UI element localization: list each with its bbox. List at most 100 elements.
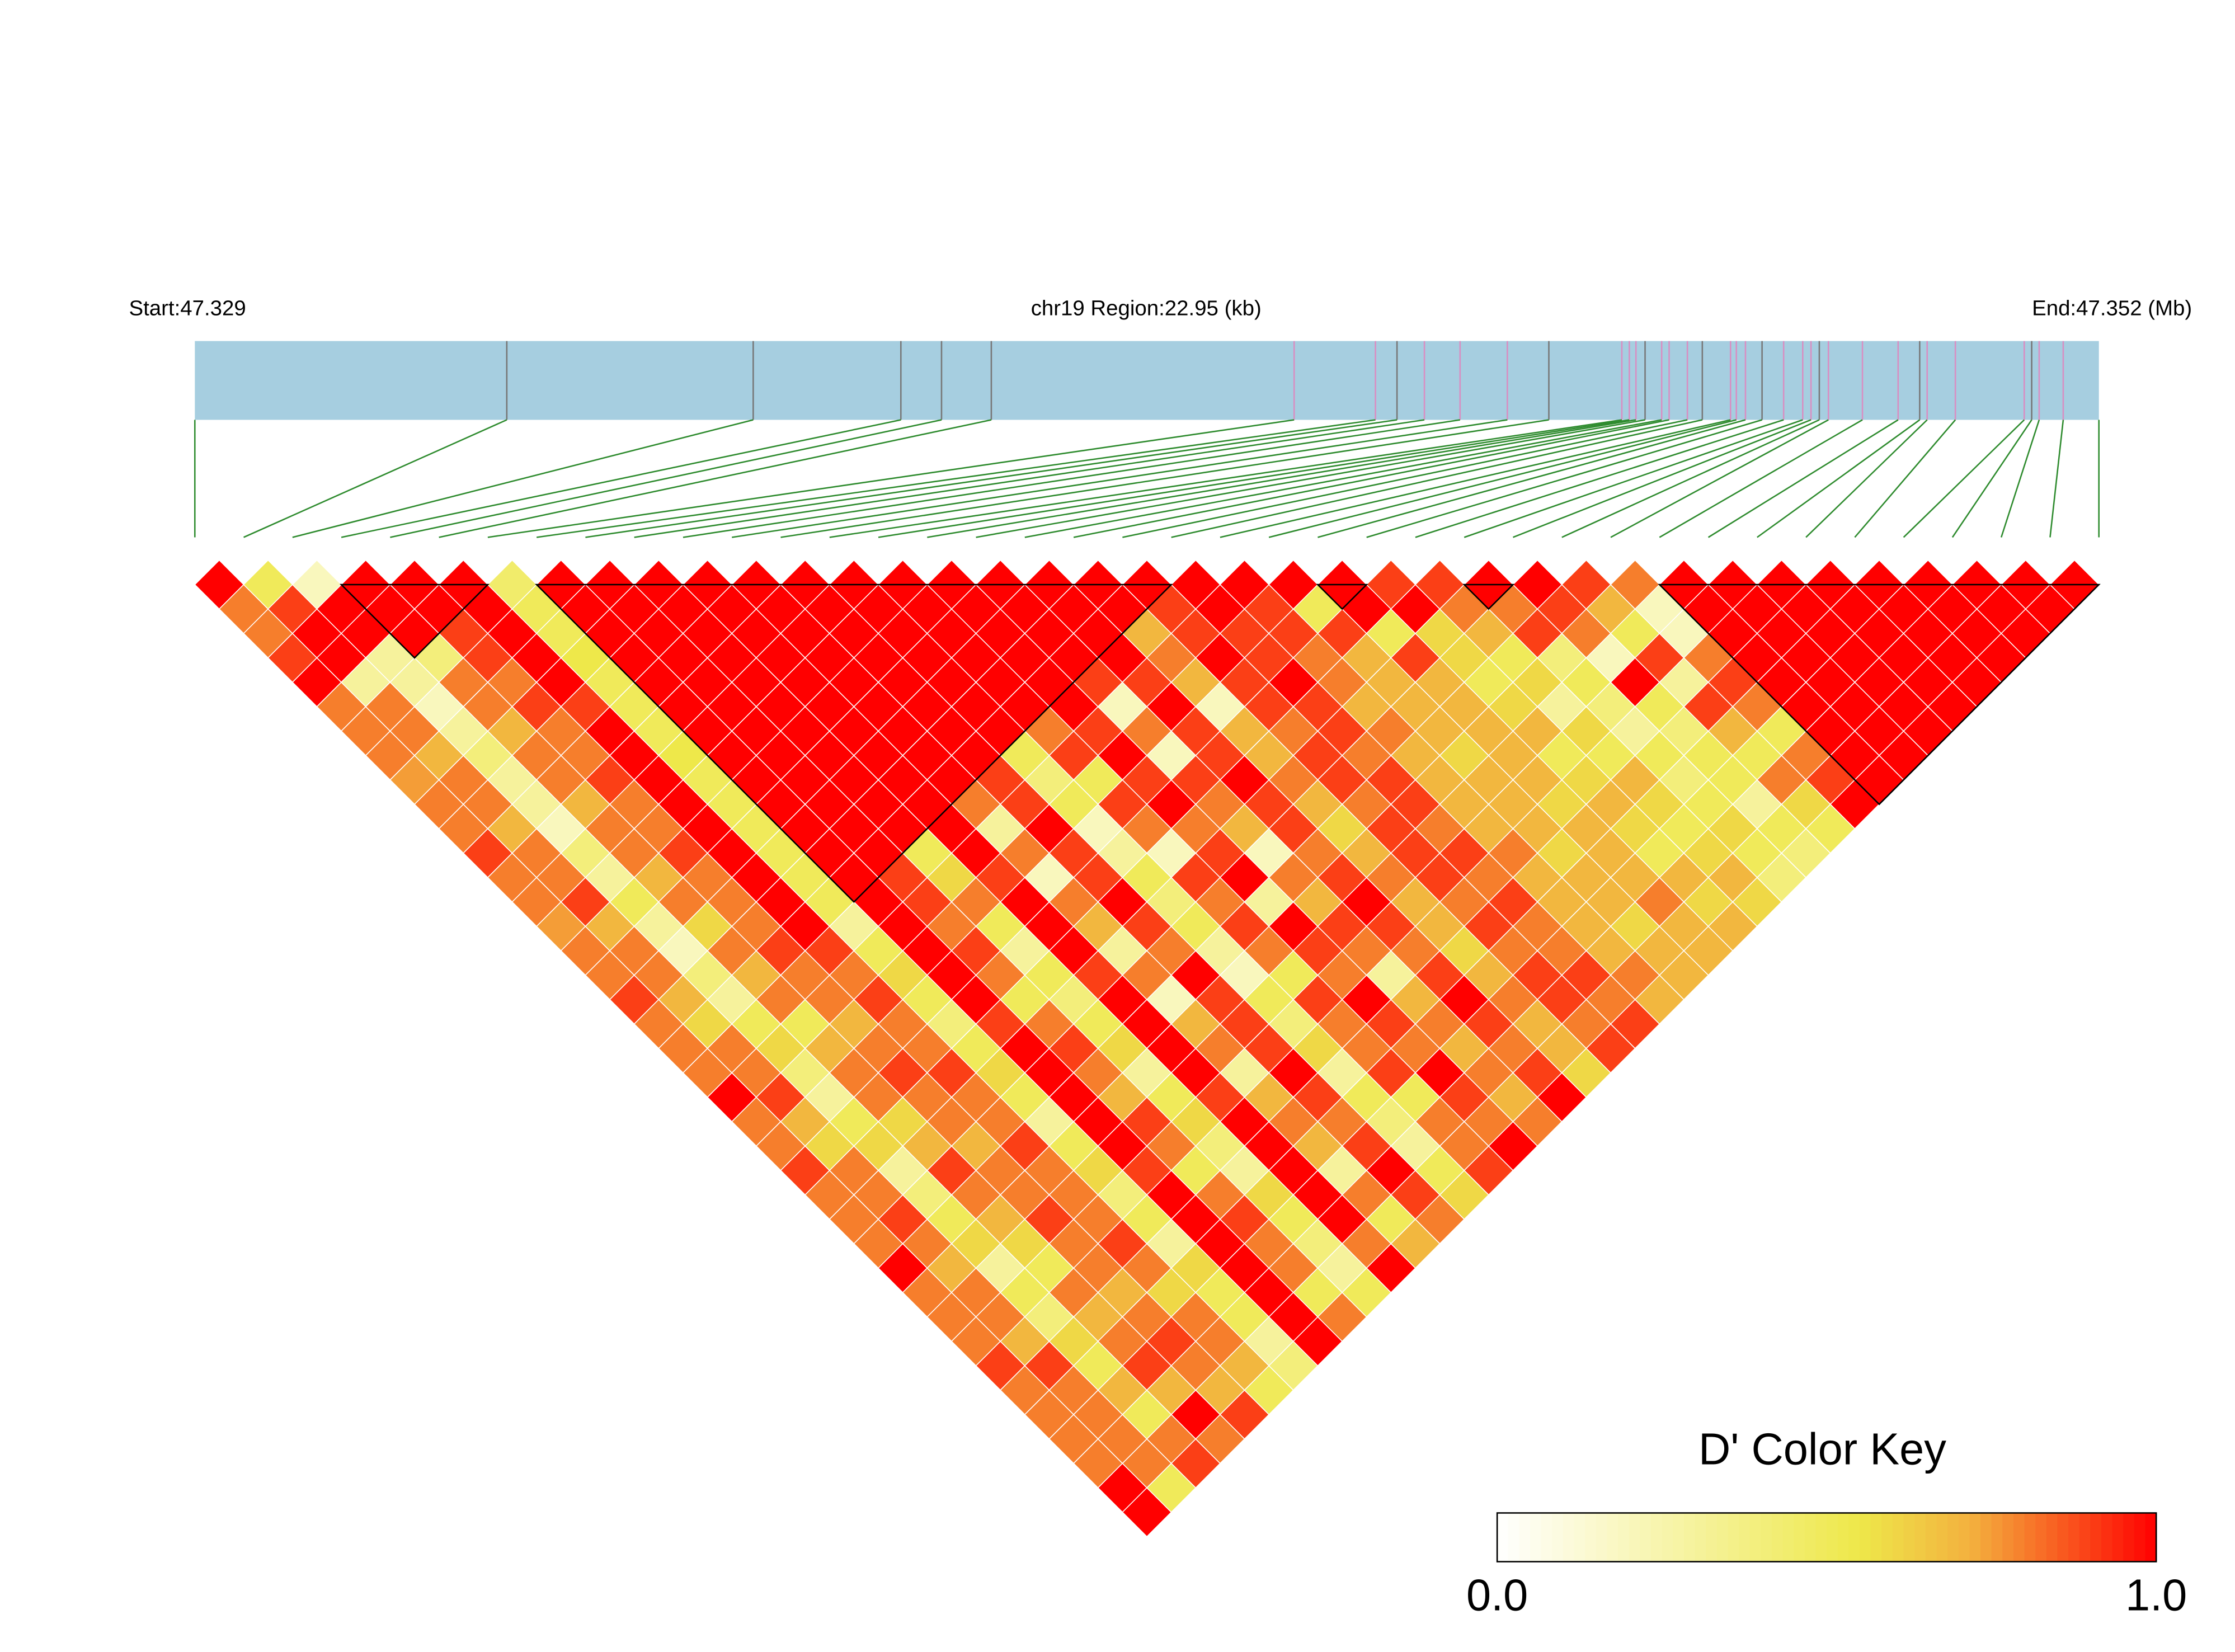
start-label: Start:47.329: [129, 296, 246, 321]
legend-tick-label: 1.0: [2125, 1570, 2187, 1620]
snp-connector: [2000, 420, 2040, 538]
snp-connector: [1903, 419, 2025, 538]
snp-connector: [585, 419, 1398, 538]
snp-connector: [2049, 420, 2064, 538]
snp-connector: [1707, 419, 1899, 538]
snp-connector: [1610, 419, 1829, 538]
snp-connector: [1318, 419, 1746, 538]
legend-frame: [1496, 1512, 2157, 1562]
legend-swatch: [1563, 1513, 1575, 1562]
end-label: End:47.352 (Mb): [2032, 296, 2192, 321]
snp-connector: [1951, 419, 2032, 538]
legend-swatch: [1947, 1513, 1960, 1562]
snp-connector: [439, 419, 992, 538]
legend-swatch: [1716, 1513, 1729, 1562]
snp-connector: [1513, 419, 1811, 538]
legend-swatch: [1980, 1513, 1992, 1562]
legend-swatch: [2090, 1513, 2102, 1562]
legend-swatch: [1530, 1513, 1542, 1562]
snp-connector: [1024, 419, 1662, 538]
snp-connector: [1415, 419, 1784, 538]
legend-swatch: [1771, 1513, 1784, 1562]
legend-swatch: [1662, 1513, 1674, 1562]
legend-swatch: [1969, 1513, 1982, 1562]
ld-block: [535, 583, 1173, 903]
legend-swatch: [1519, 1513, 1531, 1562]
snp-connector: [1561, 419, 1820, 538]
legend-swatch: [1552, 1513, 1564, 1562]
legend-swatch: [1728, 1513, 1740, 1562]
snp-connector: [1171, 419, 1703, 538]
legend-swatch: [1991, 1513, 2003, 1562]
snp-connector: [292, 419, 754, 538]
legend-swatch: [2134, 1513, 2146, 1562]
snp-connector: [976, 419, 1645, 538]
legend-swatch: [2024, 1513, 2036, 1562]
ld-block: [339, 583, 490, 659]
legend-title: D' Color Key: [1698, 1424, 1946, 1474]
snp-connector: [1220, 419, 1731, 538]
legend-swatch: [2145, 1513, 2157, 1562]
snp-connector: [487, 419, 1295, 538]
snp-connector: [341, 419, 901, 538]
snp-connector: [732, 419, 1508, 538]
legend-swatch: [1804, 1513, 1817, 1562]
legend-swatch: [1848, 1513, 1861, 1562]
legend-swatch: [1640, 1513, 1652, 1562]
snp-connector: [1805, 419, 1928, 538]
legend-swatch: [1903, 1513, 1916, 1562]
ld-block: [1658, 583, 2101, 806]
legend-swatch: [2046, 1513, 2058, 1562]
legend-swatch: [1860, 1513, 1871, 1562]
legend-swatch: [1914, 1513, 1927, 1562]
snp-connector: [634, 419, 1425, 538]
legend-swatch: [1596, 1513, 1608, 1562]
legend-swatch: [1607, 1513, 1619, 1562]
snp-connector: [927, 419, 1636, 538]
legend-swatch: [1794, 1513, 1806, 1562]
snp-connector: [536, 419, 1376, 538]
legend-swatch: [1739, 1513, 1751, 1562]
legend-swatch: [1695, 1513, 1707, 1562]
legend-swatch: [1827, 1513, 1839, 1562]
legend-swatch: [1585, 1513, 1597, 1562]
legend-swatch: [1782, 1513, 1795, 1562]
legend-swatch: [1706, 1513, 1718, 1562]
legend-swatch: [1761, 1513, 1773, 1562]
snp-connector: [1366, 419, 1762, 538]
legend-swatch: [2101, 1513, 2113, 1562]
snp-connector: [390, 419, 942, 538]
legend-swatch: [1508, 1513, 1520, 1562]
legend-swatch: [1629, 1513, 1641, 1562]
legend-swatch: [2035, 1513, 2048, 1562]
legend-swatch: [1881, 1513, 1894, 1562]
legend-swatch: [1574, 1513, 1586, 1562]
snp-connector: [878, 419, 1630, 538]
region-label: chr19 Region:22.95 (kb): [1031, 296, 1262, 321]
legend-swatch: [2112, 1513, 2124, 1562]
legend-swatch: [2123, 1513, 2135, 1562]
legend-swatch: [1815, 1513, 1828, 1562]
legend-swatch: [1618, 1513, 1630, 1562]
snp-connector: [1464, 419, 1803, 538]
ld-block: [1316, 583, 1368, 610]
legend-swatch: [2002, 1513, 2015, 1562]
snp-connector: [780, 419, 1549, 538]
snp-connector: [1659, 419, 1863, 538]
legend-swatch: [2057, 1513, 2069, 1562]
snp-connector: [1268, 419, 1737, 538]
snp-connector: [1073, 419, 1669, 538]
snp-connector: [1854, 419, 1956, 538]
legend-swatch: [2013, 1513, 2025, 1562]
snp-connector: [829, 419, 1622, 538]
legend-swatch: [1870, 1513, 1883, 1562]
legend-swatch: [1673, 1513, 1685, 1562]
snp-connector: [1122, 419, 1688, 538]
legend-swatch: [2068, 1513, 2080, 1562]
legend-swatch: [1497, 1513, 1509, 1562]
legend-swatch: [1925, 1513, 1937, 1562]
legend-swatch: [1958, 1513, 1970, 1562]
legend-swatch: [1936, 1513, 1949, 1562]
legend-swatch: [1683, 1513, 1696, 1562]
legend-tick-label: 0.0: [1466, 1570, 1528, 1620]
